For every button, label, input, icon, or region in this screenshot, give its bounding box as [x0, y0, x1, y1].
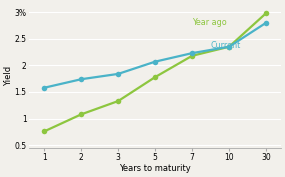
Y-axis label: Yield: Yield: [4, 66, 13, 86]
X-axis label: Years to maturity: Years to maturity: [119, 164, 191, 173]
Text: Current: Current: [211, 41, 241, 50]
Text: Year ago: Year ago: [192, 18, 227, 27]
